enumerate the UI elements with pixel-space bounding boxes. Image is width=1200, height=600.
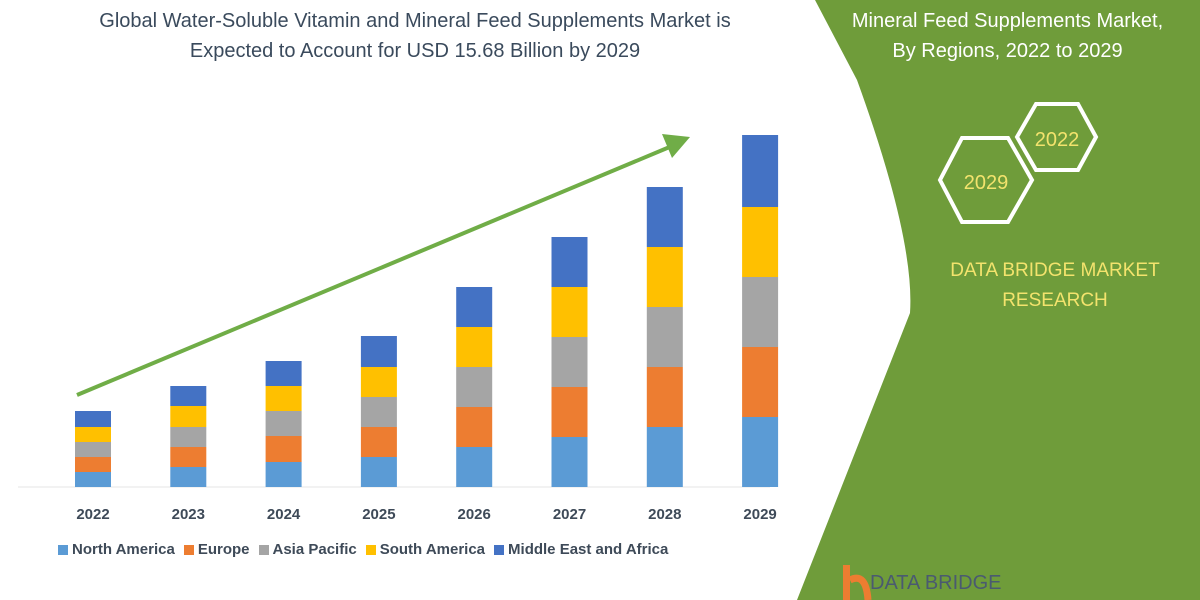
logo-icon — [843, 565, 872, 600]
chart-title: Global Water-Soluble Vitamin and Mineral… — [30, 6, 800, 66]
legend-label: Middle East and Africa — [508, 541, 669, 558]
x-tick-label: 2027 — [553, 506, 586, 523]
legend-item: Middle East and Africa — [494, 541, 668, 558]
bar-segment-2028-middle-east-and-africa — [646, 187, 683, 247]
legend-label: North America — [72, 541, 175, 558]
bar-segment-2027-south-america — [551, 287, 588, 337]
bar-segment-2024-europe — [265, 436, 302, 462]
bar-segment-2025-europe — [360, 427, 397, 457]
bar-segment-2029-europe — [742, 347, 779, 417]
bar-segment-2024-middle-east-and-africa — [265, 361, 302, 386]
legend-swatch — [494, 544, 505, 555]
brand-line-1: DATA BRIDGE MARKET — [950, 260, 1160, 281]
bar-segment-2027-north-america — [551, 437, 588, 487]
bar-segment-2028-europe — [646, 367, 683, 427]
bar-segment-2023-north-america — [170, 467, 207, 487]
hex-label-2022: 2022 — [1035, 129, 1080, 151]
bar-segment-2027-europe — [551, 387, 588, 437]
legend-swatch — [58, 544, 68, 555]
bar-segment-2023-south-america — [170, 406, 207, 427]
bar-segment-2028-south-america — [646, 247, 683, 307]
legend: North America Europe Asia Pacific South Ame… — [58, 541, 668, 558]
bar-segment-2026-middle-east-and-africa — [456, 287, 493, 327]
x-tick-label: 2028 — [648, 506, 681, 523]
bar-segment-2022-middle-east-and-africa — [75, 411, 111, 427]
x-tick-label: 2026 — [458, 506, 491, 523]
brand-line-2: RESEARCH — [1002, 290, 1108, 311]
bar-segment-2028-north-america — [646, 427, 683, 487]
legend-item: Asia Pacific — [258, 541, 357, 558]
bar-segment-2029-south-america — [742, 207, 779, 277]
bar-segment-2025-middle-east-and-africa — [360, 336, 397, 367]
bar-segment-2022-south-america — [75, 427, 111, 442]
side-title-line-2: By Regions, 2022 to 2029 — [892, 40, 1123, 62]
legend-item: Europe — [183, 541, 250, 558]
legend-label: Asia Pacific — [272, 541, 357, 558]
bars — [75, 135, 779, 487]
bar-segment-2022-north-america — [75, 472, 111, 487]
side-panel-background — [797, 0, 1200, 600]
bar-segment-2029-middle-east-and-africa — [742, 135, 779, 207]
brand-text: DATA BRIDGE MARKET RESEARCH — [905, 256, 1200, 316]
x-axis-labels: 2022 2023 2024 2025 2026 2027 2028 2029 — [76, 506, 776, 523]
bar-segment-2025-south-america — [360, 367, 397, 397]
bar-segment-2023-asia-pacific — [170, 427, 207, 447]
bar-segment-2027-middle-east-and-africa — [551, 237, 588, 287]
legend-swatch — [258, 544, 269, 555]
x-tick-label: 2023 — [172, 506, 205, 523]
side-panel-title: Mineral Feed Supplements Market, By Regi… — [815, 6, 1200, 66]
bar-segment-2026-europe — [456, 407, 493, 447]
bar-segment-2029-north-america — [742, 417, 779, 487]
x-tick-label: 2022 — [76, 506, 109, 523]
legend-item: North America — [58, 541, 175, 558]
bar-segment-2023-europe — [170, 447, 207, 467]
bar-segment-2027-asia-pacific — [551, 337, 588, 387]
legend-swatch — [365, 544, 376, 555]
bar-segment-2028-asia-pacific — [646, 307, 683, 367]
bar-segment-2026-north-america — [456, 447, 493, 487]
bar-segment-2025-north-america — [360, 457, 397, 487]
bar-segment-2025-asia-pacific — [360, 397, 397, 427]
hex-label-2029: 2029 — [964, 172, 1009, 194]
bar-segment-2024-south-america — [265, 386, 302, 411]
bar-segment-2024-north-america — [265, 462, 302, 487]
bar-segment-2022-asia-pacific — [75, 442, 111, 457]
x-tick-label: 2029 — [743, 506, 776, 523]
title-line-2: Expected to Account for USD 15.68 Billio… — [189, 40, 641, 62]
trend-arrow — [76, 134, 690, 397]
title-line-1: Global Water-Soluble Vitamin and Mineral… — [99, 10, 731, 32]
side-title-line-1: Mineral Feed Supplements Market, — [851, 10, 1164, 32]
bar-segment-2026-asia-pacific — [456, 367, 493, 407]
legend-label: Europe — [197, 541, 250, 558]
x-tick-label: 2025 — [362, 506, 395, 523]
bar-segment-2022-europe — [75, 457, 111, 472]
logo-text: DATA BRIDGE — [870, 572, 1002, 594]
legend-item: South America — [365, 541, 486, 558]
x-tick-label: 2024 — [267, 506, 301, 523]
bar-segment-2029-asia-pacific — [742, 277, 779, 347]
legend-swatch — [183, 544, 194, 555]
bar-segment-2023-middle-east-and-africa — [170, 386, 207, 406]
legend-label: South America — [379, 541, 486, 558]
bar-segment-2026-south-america — [456, 327, 493, 367]
bar-segment-2024-asia-pacific — [265, 411, 302, 436]
hexagon-2022 — [1014, 102, 1099, 172]
hexagon-2029 — [937, 136, 1035, 224]
